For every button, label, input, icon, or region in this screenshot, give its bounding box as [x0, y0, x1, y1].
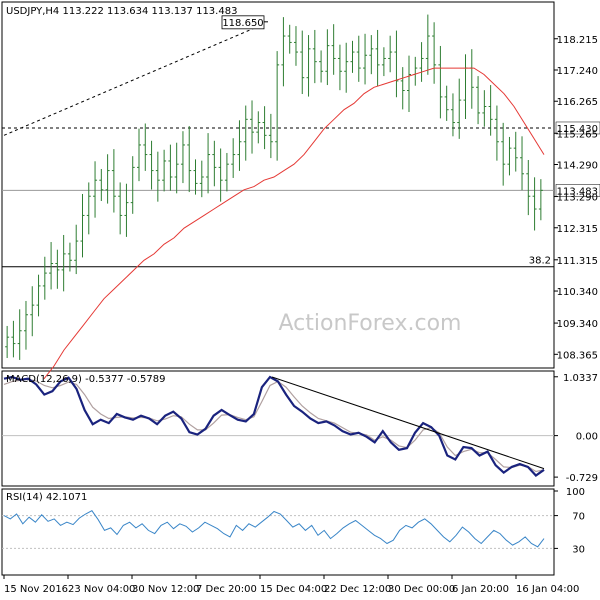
time-tick-label: 30 Dec 00:00: [388, 584, 455, 595]
rsi-tick-label: 30: [572, 544, 585, 555]
moving-average-line: [43, 67, 545, 380]
level-label: 38.2: [529, 256, 551, 267]
chart-header: USDJPY,H4 113.222 113.634 113.137 113.48…: [6, 6, 237, 17]
price-tick-label: 117.240: [557, 66, 598, 77]
time-tick-label: 30 Nov 12:00: [132, 584, 199, 595]
price-tick-label: 118.215: [557, 35, 598, 46]
macd-trendline: [271, 376, 545, 470]
price-tick-label: 109.340: [557, 319, 598, 330]
price-tag: 115.430: [557, 124, 598, 135]
time-tick-label: 15 Nov 2016: [4, 584, 68, 595]
peak-annotation: 118.650: [222, 18, 263, 29]
time-tick-label: 22 Dec 12:00: [324, 584, 391, 595]
macd-panel-frame: [1, 370, 555, 487]
price-axis: 115.430 113.483 118.215 117.240 116.265 115.2…: [554, 35, 600, 361]
ohlc-label: 113.222 113.634 113.137 113.483: [62, 6, 237, 17]
time-tick-label: 15 Dec 04:00: [260, 584, 327, 595]
time-tick-label: 23 Nov 04:00: [68, 584, 135, 595]
price-tag-box: [555, 121, 600, 135]
price-trendline: [3, 24, 263, 136]
price-tick-label: 114.290: [557, 160, 598, 171]
price-tick-label: 110.340: [557, 287, 598, 298]
macd-tick-label: 1.0337: [563, 373, 598, 384]
price-tick-label: 113.290: [557, 193, 598, 204]
rsi-series: 100 70 30: [2, 487, 585, 555]
price-tick-label: 108.365: [557, 350, 598, 361]
time-tick-label: 16 Jan 04:00: [516, 584, 579, 595]
price-tick-label: 116.265: [557, 97, 598, 108]
symbol-label: USDJPY,H4: [6, 6, 59, 17]
watermark: ActionForex.com: [279, 311, 462, 336]
rsi-panel-frame: [1, 488, 555, 576]
macd-label: MACD(12,26,9) -0.5377 -0.5789: [6, 374, 166, 385]
rsi-tick-label: 70: [572, 512, 585, 523]
macd-tick-label: 0.00: [576, 432, 598, 443]
macd-signal-line: [3, 378, 545, 473]
rsi-tick-label: 100: [566, 487, 585, 498]
rsi-label: RSI(14) 42.1071: [6, 492, 87, 503]
price-tag-box: [555, 184, 600, 197]
price-tick-label: 115.265: [557, 129, 598, 140]
time-tick-label: 7 Dec 20:00: [196, 584, 257, 595]
price-series: 38.2 118.650: [2, 14, 554, 380]
macd-line: [3, 375, 545, 477]
macd-series: 1.0337 0.00 -0.729: [2, 373, 598, 484]
price-panel-frame: [1, 1, 555, 369]
price-tag: 113.483: [557, 186, 598, 197]
price-tick-label: 112.315: [557, 224, 598, 235]
macd-tick-label: -0.729: [566, 473, 598, 484]
price-tick-label: 111.315: [557, 256, 598, 267]
time-tick-label: 6 Jan 20:00: [452, 584, 509, 595]
rsi-line: [3, 510, 545, 548]
